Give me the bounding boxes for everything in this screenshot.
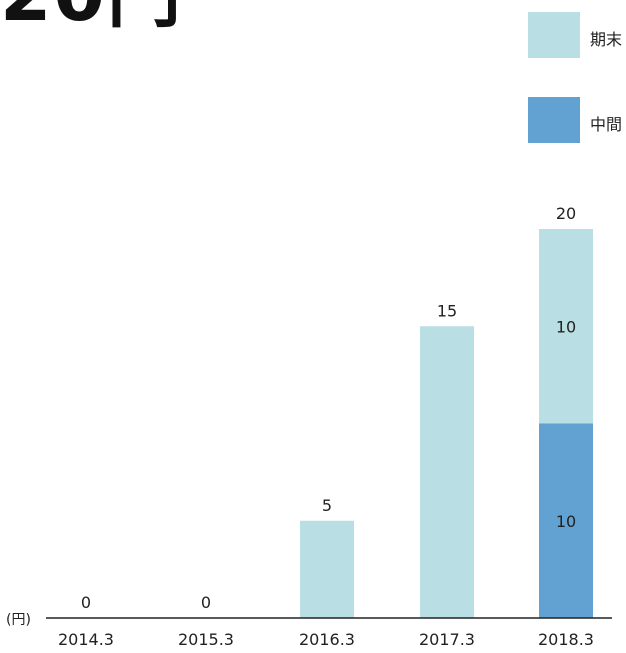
total-label-2017.3: 15 (437, 301, 457, 320)
total-label-2015.3: 0 (201, 593, 211, 612)
x-tick-2014.3: 2014.3 (58, 630, 114, 649)
total-label-2018.3: 20 (556, 204, 576, 223)
legend-label-chukan: 中間 (590, 115, 623, 134)
total-label-2016.3: 5 (322, 496, 332, 515)
x-tick-2018.3: 2018.3 (538, 630, 594, 649)
labels-layer: 0 0 5 15 20 10 10 (81, 204, 576, 612)
x-tick-labels: 2014.3 2015.3 2016.3 2017.3 2018.3 (58, 630, 594, 649)
legend-swatch-kimatsu (528, 12, 580, 58)
x-tick-2015.3: 2015.3 (178, 630, 234, 649)
headline-amount: 20円 (0, 0, 183, 32)
bars-layer (300, 229, 593, 618)
segment-label-2018.3-期末: 10 (556, 317, 576, 336)
total-label-2014.3: 0 (81, 593, 91, 612)
bar-2018.3-中間 (539, 423, 593, 618)
x-tick-2016.3: 2016.3 (299, 630, 355, 649)
legend-swatch-chukan (528, 97, 580, 143)
x-tick-2017.3: 2017.3 (419, 630, 475, 649)
bar-2017.3-期末 (420, 326, 474, 618)
legend-label-kimatsu: 期末 (590, 30, 623, 49)
bar-2016.3-期末 (300, 520, 354, 618)
bar-2018.3-期末 (539, 229, 593, 424)
y-unit-label: (円) (6, 612, 31, 628)
segment-label-2018.3-中間: 10 (556, 512, 576, 531)
